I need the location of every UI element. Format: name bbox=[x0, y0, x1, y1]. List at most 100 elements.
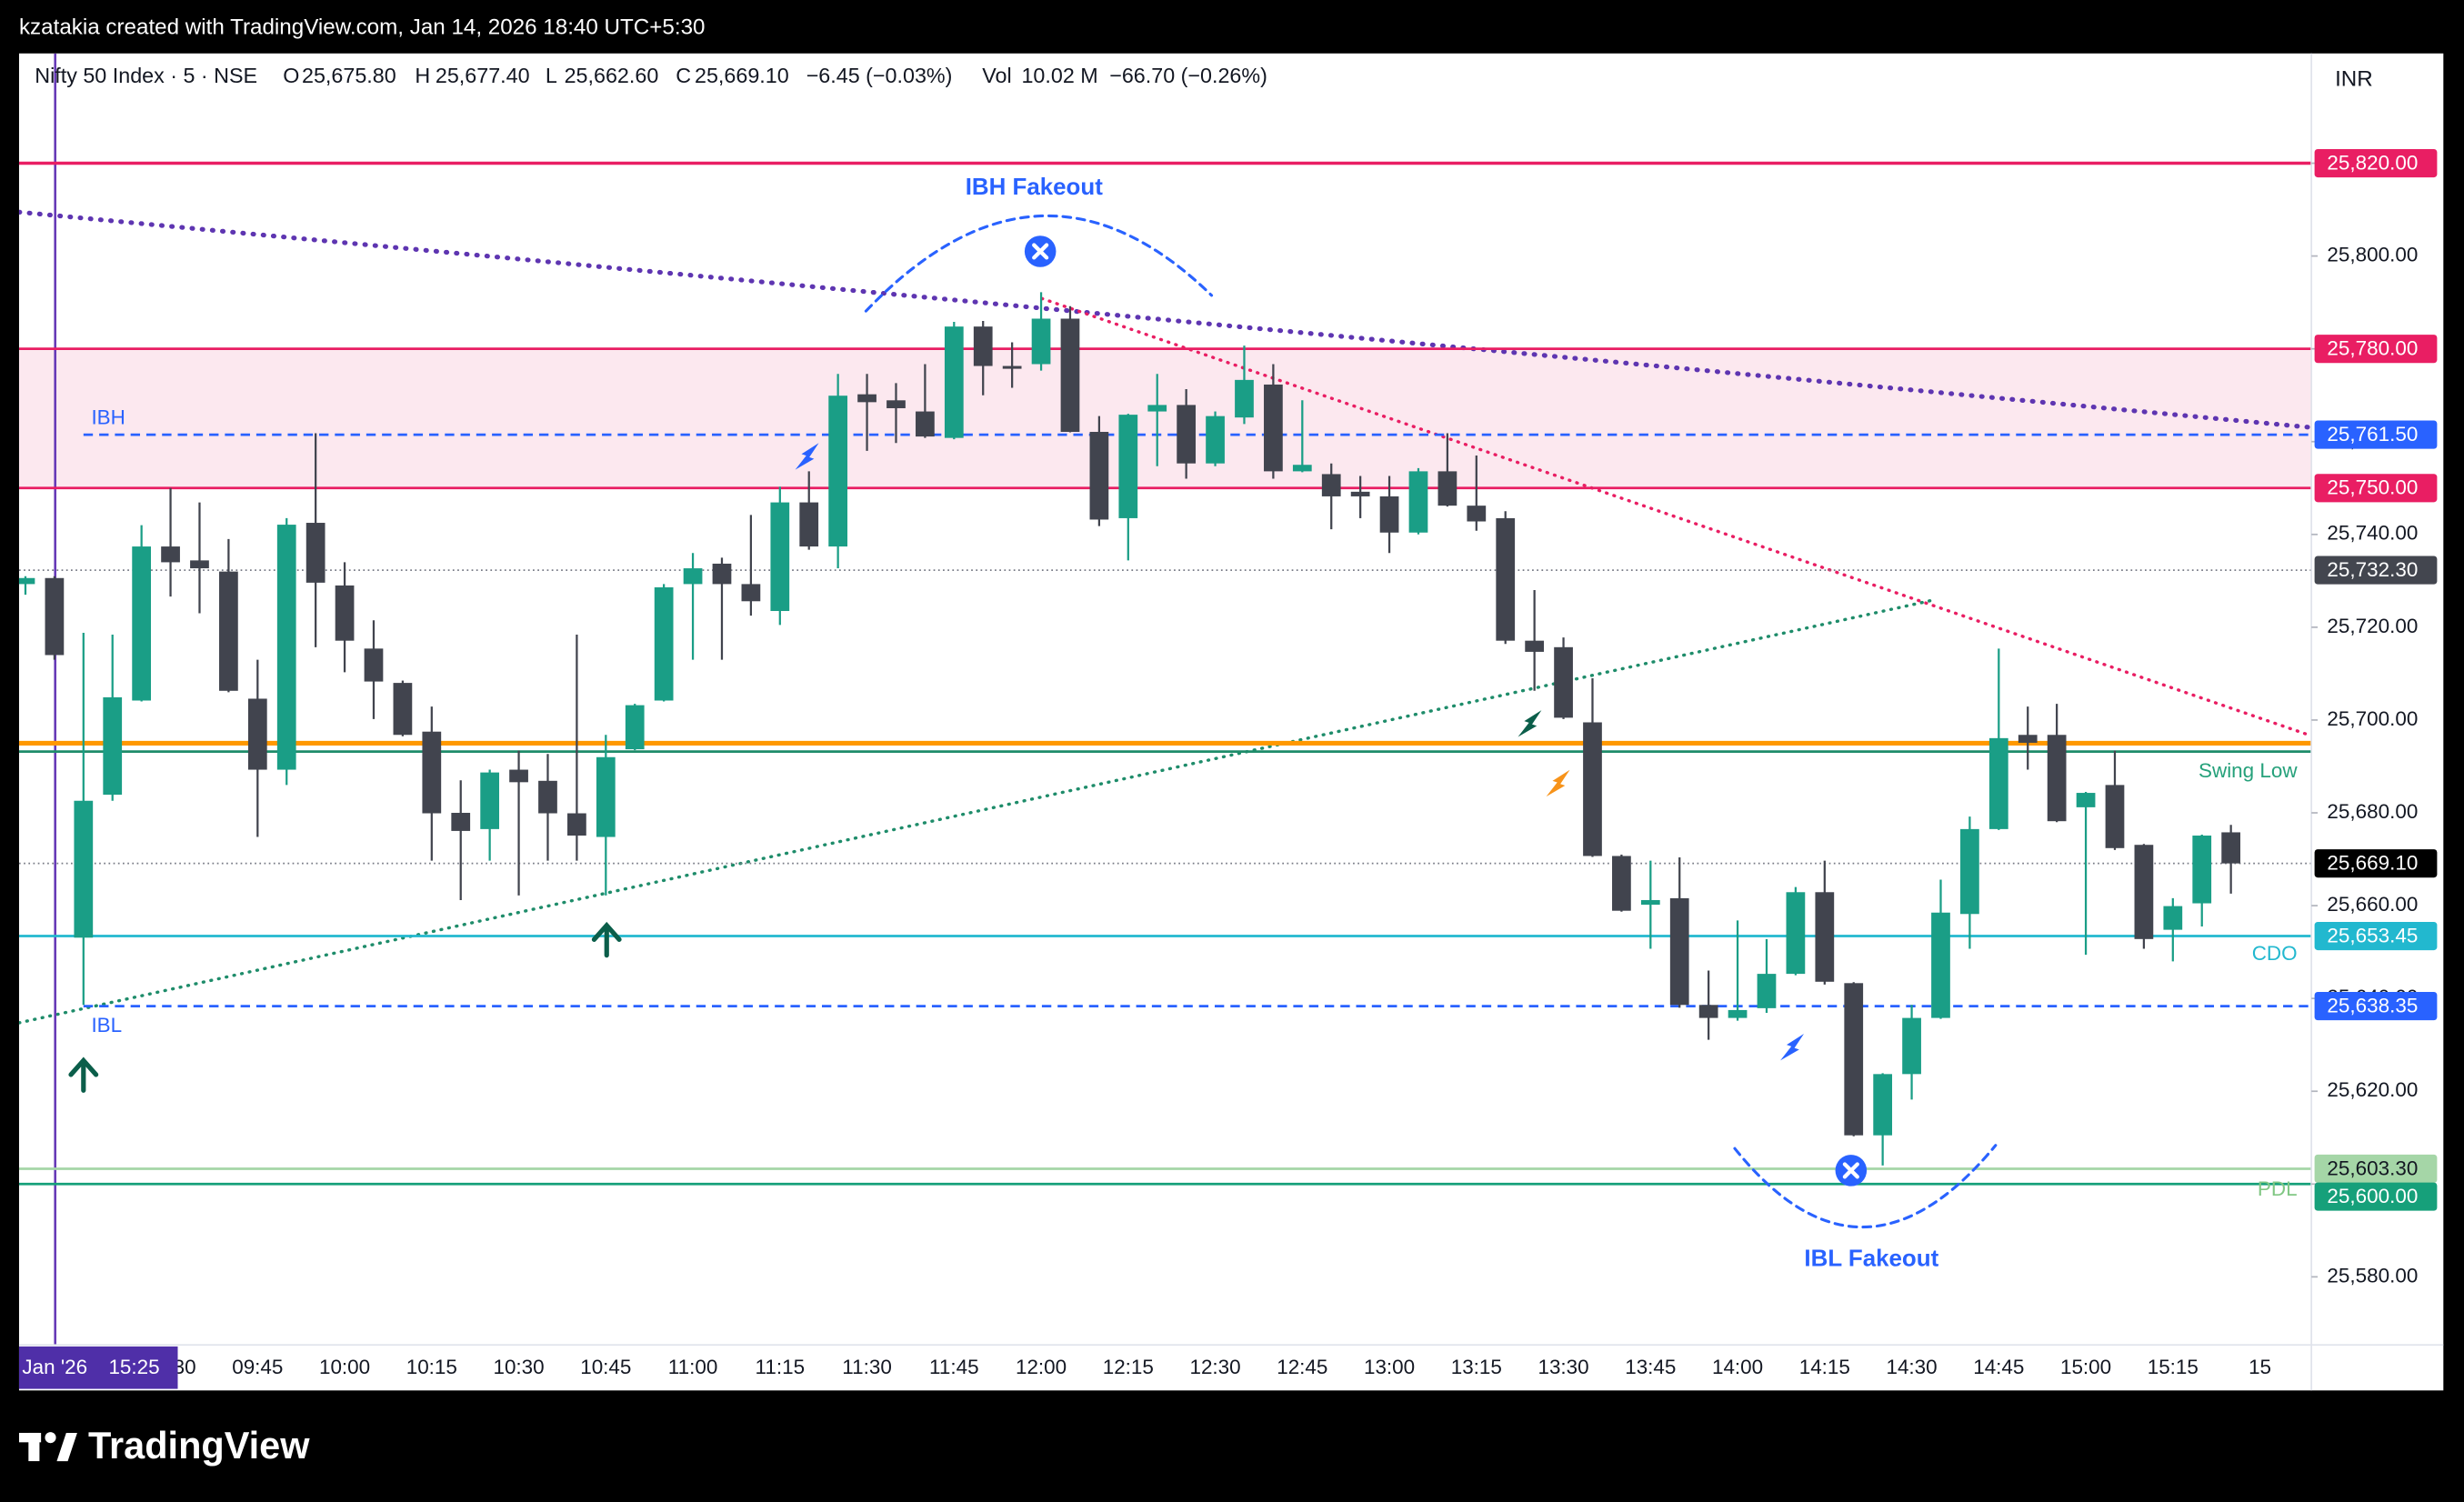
x-tick-label: 10:45 bbox=[580, 1356, 631, 1378]
x-tick-label: 13:15 bbox=[1451, 1356, 1502, 1378]
price-label-box bbox=[2314, 335, 2438, 364]
x-tick-label: 11:45 bbox=[929, 1356, 979, 1378]
price-label: 25,780.00 bbox=[2327, 336, 2418, 359]
x-tick-label: 12:15 bbox=[1103, 1356, 1154, 1378]
candle-body bbox=[1669, 897, 1689, 1006]
icon bbox=[1032, 243, 1049, 260]
candle-body bbox=[799, 502, 819, 547]
candle-body bbox=[1235, 379, 1254, 418]
price-label-box bbox=[2314, 992, 2438, 1021]
candle-body bbox=[596, 756, 616, 837]
y-tick-label: 25,660.00 bbox=[2327, 893, 2418, 916]
x-tick-label: 11:30 bbox=[842, 1356, 892, 1378]
candle-body bbox=[335, 585, 355, 641]
candle-body bbox=[2221, 832, 2241, 864]
candle-body bbox=[1437, 471, 1457, 506]
legend-value: 25,669.10 bbox=[695, 64, 789, 87]
candle-body bbox=[828, 396, 848, 547]
annotation: IBH Fakeout bbox=[966, 175, 1104, 200]
candle-body bbox=[1496, 517, 1516, 641]
candle-body bbox=[364, 648, 384, 682]
candle-body bbox=[393, 683, 413, 736]
y-tick-label: 25,620.00 bbox=[2327, 1078, 2418, 1101]
price-label-box bbox=[2314, 420, 2438, 449]
bolt bbox=[1546, 769, 1570, 797]
price-label: 25,820.00 bbox=[2327, 151, 2418, 174]
candle-body bbox=[916, 411, 935, 437]
candle-body bbox=[1264, 384, 1283, 472]
candle-body bbox=[1844, 983, 1864, 1136]
candle-body bbox=[2134, 845, 2154, 939]
arrow-up bbox=[68, 1056, 99, 1093]
legend-volume: 10.02 M bbox=[1021, 64, 1097, 87]
candle-body bbox=[161, 546, 180, 563]
x-tick-label: 14:30 bbox=[1886, 1356, 1937, 1378]
candle-body bbox=[2105, 785, 2125, 848]
level-text: PDL bbox=[2258, 1177, 2298, 1200]
y-tick-label: 25,740.00 bbox=[2327, 522, 2418, 545]
level-text: CDO bbox=[2252, 942, 2298, 965]
candle-body bbox=[1698, 1005, 1718, 1018]
candle-body bbox=[190, 560, 209, 569]
x-tick-label: 09:45 bbox=[232, 1356, 283, 1378]
legend-key: H bbox=[415, 64, 430, 87]
legend-key: Vol bbox=[982, 64, 1011, 87]
candle-body bbox=[1960, 828, 1979, 915]
candle-body bbox=[103, 696, 123, 796]
price-label: 25,600.00 bbox=[2327, 1185, 2418, 1207]
candle-body bbox=[451, 813, 471, 831]
candle-body bbox=[18, 577, 35, 585]
candle-body bbox=[538, 780, 557, 814]
y-tick-label: 25,800.00 bbox=[2327, 244, 2418, 266]
candle-body bbox=[2018, 735, 2038, 743]
legend-key: L bbox=[546, 64, 557, 87]
candle-body bbox=[1583, 722, 1602, 856]
legend-value: 25,677.40 bbox=[436, 64, 530, 87]
candle-body bbox=[1147, 405, 1167, 412]
zones bbox=[18, 348, 2312, 488]
price-label: 25,761.50 bbox=[2327, 423, 2418, 446]
candle-body bbox=[1118, 415, 1138, 518]
candle-body bbox=[1089, 432, 1109, 520]
zone bbox=[18, 348, 2312, 488]
brand: TradingView bbox=[88, 1424, 310, 1467]
candle-body bbox=[1350, 491, 1370, 496]
legend-change: −6.45 (−0.03%) bbox=[806, 64, 953, 87]
candle-body bbox=[1728, 1009, 1748, 1018]
crosshair-label-box bbox=[18, 1346, 178, 1389]
x-tick-label: 12:00 bbox=[1016, 1356, 1067, 1378]
candle-body bbox=[247, 698, 267, 770]
candle-body bbox=[1525, 640, 1545, 652]
x-tick-label: 15:00 bbox=[2060, 1356, 2111, 1378]
candle-body bbox=[1786, 892, 1806, 975]
candle-body bbox=[45, 577, 65, 656]
price-label-box bbox=[2314, 474, 2438, 503]
candle-body bbox=[305, 523, 326, 583]
legend-value: 25,675.80 bbox=[302, 64, 396, 87]
candle-body bbox=[509, 769, 528, 783]
candle-body bbox=[1467, 506, 1487, 522]
legend-key: C bbox=[676, 64, 691, 87]
price-label: 25,732.30 bbox=[2327, 558, 2418, 581]
candle-body bbox=[567, 813, 586, 836]
plot-area: IBH Swing Low CDO IBL PDL bbox=[18, 53, 2312, 1346]
candle-body bbox=[625, 705, 645, 750]
x-tick-label: 15 bbox=[2249, 1356, 2271, 1378]
candle-body bbox=[973, 326, 993, 366]
brand-logo bbox=[18, 1432, 77, 1462]
candle-body bbox=[886, 400, 906, 408]
price-label: 25,669.10 bbox=[2327, 851, 2418, 874]
x-tick-label: 10:00 bbox=[319, 1356, 370, 1378]
price-label-box bbox=[2314, 1182, 2438, 1211]
price-label-box bbox=[2314, 148, 2438, 178]
x-tick-label: 11:15 bbox=[756, 1356, 806, 1378]
watermark: kzatakia created with TradingView.com, J… bbox=[19, 15, 706, 39]
drawing bbox=[1040, 296, 2312, 737]
drawing bbox=[864, 214, 1214, 313]
price-label: 25,603.30 bbox=[2327, 1157, 2418, 1179]
drawing bbox=[18, 598, 1935, 1025]
crosshair-time: 15:25 bbox=[108, 1356, 159, 1378]
candle-body bbox=[74, 800, 94, 938]
